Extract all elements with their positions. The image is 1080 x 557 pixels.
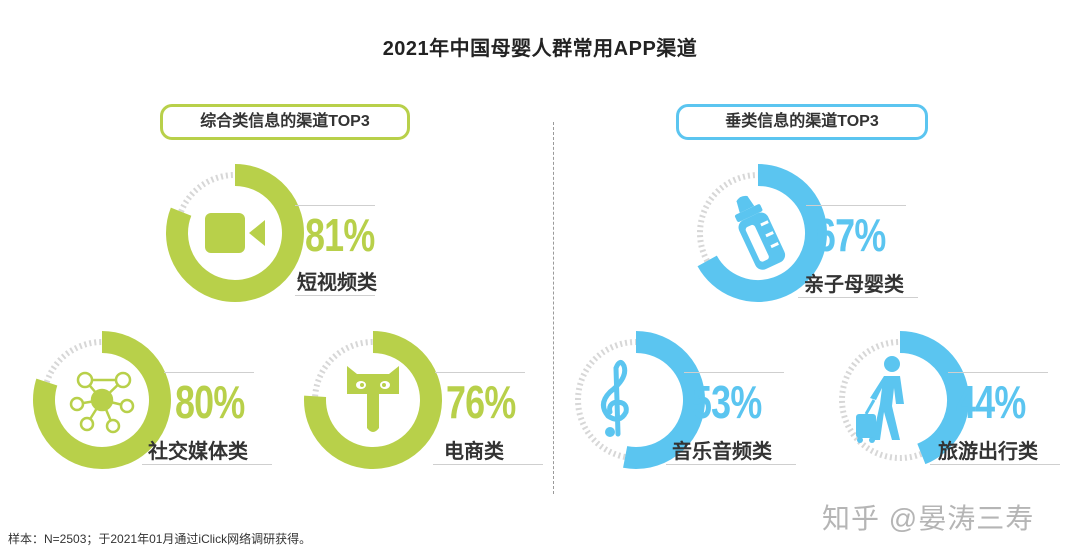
watermark: 知乎 @晏涛三寿	[822, 503, 1035, 534]
section-label-vertical: 垂类信息的渠道TOP3	[676, 104, 928, 140]
value-line-top	[948, 372, 1048, 373]
donut-remainder-social-network	[43, 339, 102, 384]
value-label-short-video: 81%	[305, 209, 375, 261]
donut-arc-baby-bottle	[697, 164, 827, 302]
donut-remainder-traveler-luggage	[839, 339, 923, 461]
value-line-bottom	[295, 295, 375, 296]
donut-ring-short-video	[166, 164, 304, 302]
value-label-social-media: 80%	[175, 376, 245, 428]
video-camera-icon	[205, 208, 267, 263]
traveler-luggage-icon	[854, 354, 924, 449]
section-label-general: 综合类信息的渠道TOP3	[160, 104, 410, 140]
section-divider	[553, 122, 554, 494]
value-label-ecommerce: 76%	[446, 376, 516, 428]
donut-item-short-video: 81% 短视频类	[165, 163, 385, 303]
category-label-ecommerce: 电商类	[444, 441, 504, 463]
value-line-bottom	[433, 464, 543, 465]
category-label-social-media: 社交媒体类	[148, 441, 248, 463]
value-line-bottom	[666, 464, 796, 465]
value-line-top	[435, 372, 525, 373]
social-network-icon	[65, 366, 139, 439]
donut-ring-parenting	[697, 164, 827, 302]
value-line-top	[684, 372, 784, 373]
value-label-parenting: 67%	[816, 209, 886, 261]
treble-clef-icon	[596, 358, 636, 445]
donut-arc-treble-clef	[623, 331, 705, 469]
donut-item-social-media: 80% 社交媒体类	[32, 330, 272, 470]
value-label-music-audio: 53%	[692, 376, 762, 428]
value-line-top	[164, 372, 254, 373]
value-line-bottom	[798, 297, 918, 298]
donut-item-ecommerce: 76% 电商类	[303, 330, 543, 470]
donut-arc-social-network	[33, 331, 171, 469]
tmall-cat-icon	[345, 364, 401, 441]
donut-arc-traveler-luggage	[899, 331, 969, 465]
chart-title: 2021年中国母婴人群常用APP渠道	[382, 38, 698, 60]
donut-remainder-baby-bottle	[697, 172, 758, 263]
donut-ring-ecommerce	[304, 331, 442, 469]
category-label-travel: 旅游出行类	[938, 441, 1038, 463]
donut-remainder-treble-clef	[575, 339, 636, 460]
donut-arc-tmall-cat	[304, 331, 442, 469]
footnote: 样本：N=2503；于2021年01月通过iClick网络调研获得。	[8, 532, 312, 546]
donut-item-parenting: 67% 亲子母婴类	[688, 163, 928, 303]
donut-remainder-tmall-cat	[312, 339, 373, 397]
value-line-top	[295, 205, 375, 206]
value-line-bottom	[930, 464, 1060, 465]
value-label-travel: 44%	[956, 376, 1026, 428]
baby-bottle-icon	[728, 193, 788, 278]
donut-remainder-video-camera	[178, 172, 236, 213]
donut-ring-travel	[839, 331, 969, 465]
donut-ring-music-audio	[575, 331, 705, 469]
donut-item-travel: 44% 旅游出行类	[830, 330, 1070, 470]
donut-item-music-audio: 53% 音乐音频类	[566, 330, 806, 470]
category-label-music-audio: 音乐音频类	[672, 441, 772, 463]
donut-ring-social-media	[33, 331, 171, 469]
donut-arc-video-camera	[166, 164, 304, 302]
value-line-top	[806, 205, 906, 206]
value-line-bottom	[142, 464, 272, 465]
category-label-parenting: 亲子母婴类	[804, 274, 904, 296]
category-label-short-video: 短视频类	[297, 272, 377, 294]
